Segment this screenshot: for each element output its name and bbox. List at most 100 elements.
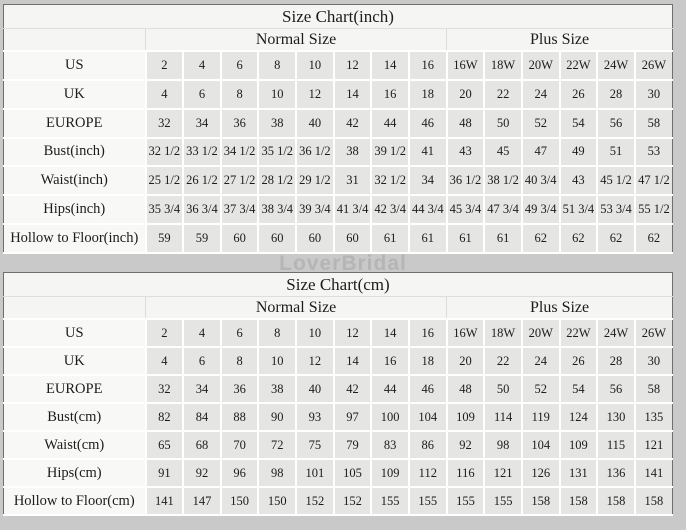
size-value-cell: 14 (370, 318, 410, 348)
size-value-cell: 98 (483, 430, 523, 460)
size-value-cell: 41 3/4 (332, 194, 373, 226)
size-value-cell: 104 (520, 430, 561, 460)
size-value-cell: 109 (558, 430, 599, 460)
size-value-cell: 10 (257, 78, 298, 110)
size-value-cell: 55 1/2 (633, 194, 673, 226)
size-value-cell: 30 (633, 346, 673, 376)
size-value-cell: 16W (445, 318, 486, 348)
size-value-cell: 6 (182, 346, 222, 376)
size-value-cell: 91 (144, 458, 185, 488)
size-value-cell: 155 (445, 486, 486, 516)
size-value-cell: 70 (219, 430, 260, 460)
size-value-cell: 44 (370, 107, 410, 139)
size-value-cell: 130 (596, 402, 636, 432)
size-value-cell: 46 (407, 107, 448, 139)
size-value-cell: 42 3/4 (370, 194, 410, 226)
size-value-cell: 158 (596, 486, 636, 516)
size-value-cell: 60 (257, 223, 298, 254)
size-value-cell: 6 (219, 50, 260, 81)
size-value-cell: 18 (407, 346, 448, 376)
column-group-plus-size: Plus Size (446, 28, 673, 52)
row-label: UK (3, 346, 146, 376)
size-value-cell: 32 (144, 107, 185, 139)
size-value-cell: 51 (596, 136, 636, 168)
size-value-cell: 105 (332, 458, 373, 488)
size-value-cell: 54 (558, 374, 599, 404)
size-value-cell: 47 (520, 136, 561, 168)
size-value-cell: 59 (144, 223, 185, 254)
size-value-cell: 56 (596, 374, 636, 404)
size-value-cell: 155 (483, 486, 523, 516)
size-value-cell: 26 1/2 (182, 165, 222, 197)
size-value-cell: 109 (445, 402, 486, 432)
size-value-cell: 100 (370, 402, 410, 432)
size-value-cell: 14 (332, 78, 373, 110)
size-value-cell: 141 (633, 458, 673, 488)
size-value-cell: 101 (295, 458, 335, 488)
size-row: EUROPE 32 34 36 38 40 42 44 46 48 50 52 54 56 58 (3, 107, 673, 139)
size-value-cell: 84 (182, 402, 222, 432)
size-value-cell: 38 1/2 (483, 165, 523, 197)
size-value-cell: 18W (483, 318, 523, 348)
size-value-cell: 51 3/4 (558, 194, 599, 226)
size-value-cell: 40 3/4 (520, 165, 561, 197)
size-value-cell: 24 (520, 78, 561, 110)
size-value-cell: 22 (483, 78, 523, 110)
column-group-row: Normal Size Plus Size (3, 28, 673, 52)
size-value-cell: 38 (332, 136, 373, 168)
size-value-cell: 38 3/4 (257, 194, 298, 226)
size-value-cell: 86 (407, 430, 448, 460)
size-value-cell: 48 (445, 374, 486, 404)
size-value-cell: 32 1/2 (144, 136, 185, 168)
size-value-cell: 35 3/4 (144, 194, 185, 226)
size-value-cell: 135 (633, 402, 673, 432)
size-value-cell: 8 (257, 50, 298, 81)
size-value-cell: 155 (370, 486, 410, 516)
size-value-cell: 50 (483, 374, 523, 404)
size-value-cell: 62 (633, 223, 673, 254)
size-row: US 2 4 6 8 10 12 14 16 16W 18W 20W 22W 24W 26W (3, 318, 673, 348)
group-header-spacer (3, 28, 146, 52)
group-header-spacer (3, 296, 146, 320)
size-value-cell: 35 1/2 (257, 136, 298, 168)
size-value-cell: 33 1/2 (182, 136, 222, 168)
size-value-cell: 36 1/2 (445, 165, 486, 197)
size-value-cell: 22W (558, 50, 599, 81)
size-value-cell: 92 (182, 458, 222, 488)
size-value-cell: 12 (295, 78, 335, 110)
size-value-cell: 124 (558, 402, 599, 432)
size-value-cell: 26W (633, 318, 673, 348)
size-value-cell: 92 (445, 430, 486, 460)
size-value-cell: 158 (520, 486, 561, 516)
size-value-cell: 62 (596, 223, 636, 254)
size-value-cell: 8 (219, 346, 260, 376)
size-value-cell: 82 (144, 402, 185, 432)
row-label: Waist(cm) (3, 430, 146, 460)
size-value-cell: 147 (182, 486, 222, 516)
size-value-cell: 68 (182, 430, 222, 460)
size-value-cell: 14 (370, 50, 410, 81)
column-group-plus-size: Plus Size (446, 296, 673, 320)
size-value-cell: 59 (182, 223, 222, 254)
row-label: Hollow to Floor(inch) (3, 223, 146, 254)
size-value-cell: 49 (558, 136, 599, 168)
size-value-cell: 18W (483, 50, 523, 81)
size-value-cell: 2 (144, 318, 185, 348)
size-value-cell: 150 (257, 486, 298, 516)
size-value-cell: 2 (144, 50, 185, 81)
table-title-row: Size Chart(inch) (3, 4, 673, 29)
size-value-cell: 20W (520, 50, 561, 81)
size-value-cell: 43 (558, 165, 599, 197)
size-value-cell: 24W (596, 318, 636, 348)
size-value-cell: 44 3/4 (407, 194, 448, 226)
row-label: US (3, 50, 146, 81)
size-value-cell: 16 (407, 50, 448, 81)
size-value-cell: 112 (407, 458, 448, 488)
size-row: Hollow to Floor(cm) 141 147 150 150 152 152 155… (3, 486, 673, 516)
row-label: EUROPE (3, 107, 146, 139)
size-value-cell: 114 (483, 402, 523, 432)
size-value-cell: 75 (295, 430, 335, 460)
column-group-normal-size: Normal Size (144, 28, 447, 52)
size-chart-table-inch: Size Chart(inch) Normal Size Plus Size US 2 4… (3, 4, 673, 254)
size-value-cell: 109 (370, 458, 410, 488)
